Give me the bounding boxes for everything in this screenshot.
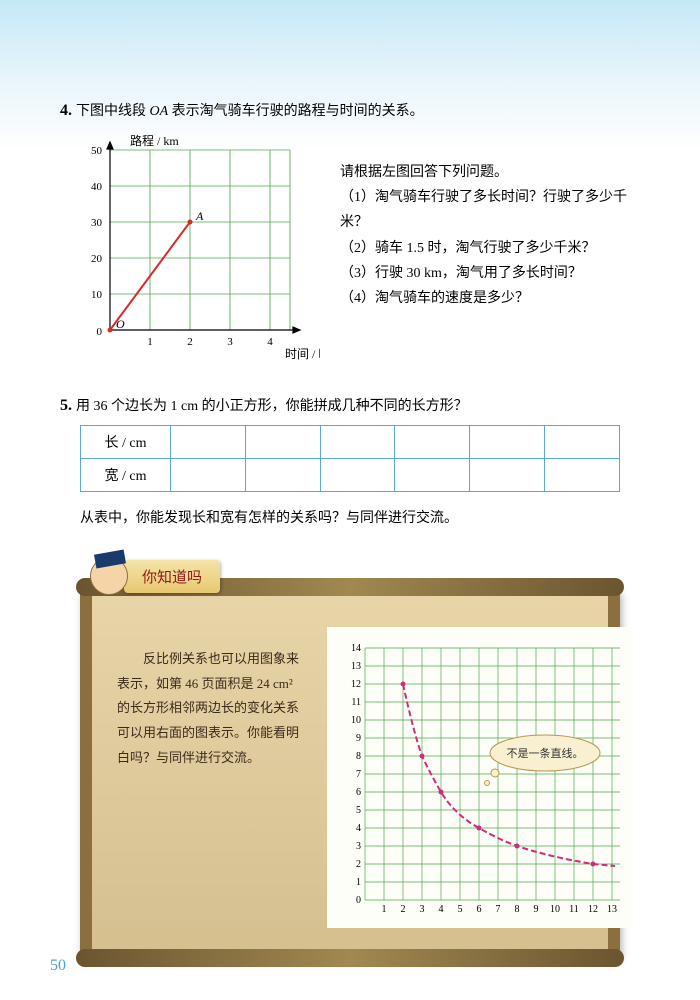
- svg-text:10: 10: [550, 904, 560, 915]
- q2: （2）骑车 1.5 时，淘气行驶了多少千米？: [340, 236, 640, 261]
- svg-text:7: 7: [356, 769, 361, 780]
- svg-text:5: 5: [356, 805, 361, 816]
- svg-text:12: 12: [588, 904, 598, 915]
- page-number: 50: [50, 957, 66, 975]
- svg-text:8: 8: [356, 751, 361, 762]
- svg-text:1: 1: [147, 336, 153, 348]
- mascot-icon: [90, 557, 128, 595]
- svg-text:2: 2: [401, 904, 406, 915]
- prob5-table: 长 / cm 宽 / cm: [80, 425, 620, 492]
- svg-text:3: 3: [356, 841, 361, 852]
- svg-text:11: 11: [569, 904, 579, 915]
- scroll-text: 反比例关系也可以用图象来表示，如第 46 页面积是 24 cm² 的长方形相邻两…: [112, 627, 312, 928]
- svg-text:4: 4: [439, 904, 444, 915]
- svg-text:时间 / 时: 时间 / 时: [285, 347, 320, 361]
- row-width: 宽 / cm: [81, 459, 171, 492]
- ylabel: 路程 / km: [130, 133, 179, 148]
- q3: （3）行驶 30 km，淘气用了多长时间？: [340, 261, 640, 286]
- prob4-num: 4.: [60, 102, 72, 119]
- svg-text:10: 10: [91, 289, 103, 301]
- svg-text:A: A: [195, 209, 204, 223]
- bubble: 不是一条直线。: [485, 735, 601, 786]
- prob4-questions: 请根据左图回答下列问题。 （1）淘气骑车行驶了多长时间？行驶了多少千米？ （2）…: [340, 130, 640, 375]
- svg-text:6: 6: [356, 787, 361, 798]
- banner-label: 你知道吗: [124, 560, 220, 593]
- svg-text:10: 10: [351, 715, 361, 726]
- svg-text:13: 13: [351, 661, 361, 672]
- svg-text:3: 3: [420, 904, 425, 915]
- prob4-text: 下图中线段 OA 表示淘气骑车行驶的路程与时间的关系。: [76, 104, 424, 119]
- row-length: 长 / cm: [81, 426, 171, 459]
- q4: （4）淘气骑车的速度是多少？: [340, 286, 640, 311]
- svg-text:9: 9: [534, 904, 539, 915]
- svg-text:40: 40: [91, 181, 103, 193]
- problem-4: 4. 下图中线段 OA 表示淘气骑车行驶的路程与时间的关系。 路程 / km: [60, 100, 640, 375]
- scroll-chart: 012 345 678 91011 121314 123 456 789 101…: [327, 627, 633, 928]
- svg-text:20: 20: [91, 253, 103, 265]
- svg-text:5: 5: [458, 904, 463, 915]
- prob5-text: 用 36 个边长为 1 cm 的小正方形，你能拼成几种不同的长方形？: [76, 399, 468, 414]
- prob5-followup: 从表中，你能发现长和宽有怎样的关系吗？与同伴进行交流。: [80, 507, 620, 527]
- svg-text:50: 50: [91, 145, 103, 157]
- svg-text:6: 6: [477, 904, 482, 915]
- svg-text:3: 3: [227, 336, 233, 348]
- prob4-chart: 路程 / km 0: [60, 130, 320, 375]
- svg-text:0: 0: [97, 326, 103, 338]
- svg-text:30: 30: [91, 217, 103, 229]
- svg-text:13: 13: [607, 904, 617, 915]
- info-box: 你知道吗 反比例关系也可以用图象来表示，如第 46 页面积是 24 cm² 的长…: [80, 557, 620, 958]
- svg-text:8: 8: [515, 904, 520, 915]
- prob4-chart-row: 路程 / km 0: [60, 130, 640, 375]
- svg-text:2: 2: [187, 336, 193, 348]
- svg-text:12: 12: [351, 679, 361, 690]
- svg-text:7: 7: [496, 904, 501, 915]
- svg-text:O: O: [116, 317, 125, 331]
- svg-text:1: 1: [356, 877, 361, 888]
- scroll-body: 反比例关系也可以用图象来表示，如第 46 页面积是 24 cm² 的长方形相邻两…: [80, 587, 620, 958]
- svg-text:1: 1: [382, 904, 387, 915]
- q1: （1）淘气骑车行驶了多长时间？行驶了多少千米？: [340, 185, 640, 235]
- prob5-num: 5.: [60, 397, 72, 414]
- problem-5: 5. 用 36 个边长为 1 cm 的小正方形，你能拼成几种不同的长方形？ 长 …: [60, 395, 640, 527]
- svg-text:9: 9: [356, 733, 361, 744]
- svg-text:0: 0: [356, 895, 361, 906]
- q-intro: 请根据左图回答下列问题。: [340, 160, 640, 185]
- svg-text:4: 4: [267, 336, 273, 348]
- svg-text:4: 4: [356, 823, 361, 834]
- svg-text:2: 2: [356, 859, 361, 870]
- svg-text:不是一条直线。: 不是一条直线。: [507, 746, 584, 760]
- svg-text:14: 14: [351, 643, 361, 654]
- svg-text:11: 11: [351, 697, 361, 708]
- banner: 你知道吗: [90, 557, 220, 595]
